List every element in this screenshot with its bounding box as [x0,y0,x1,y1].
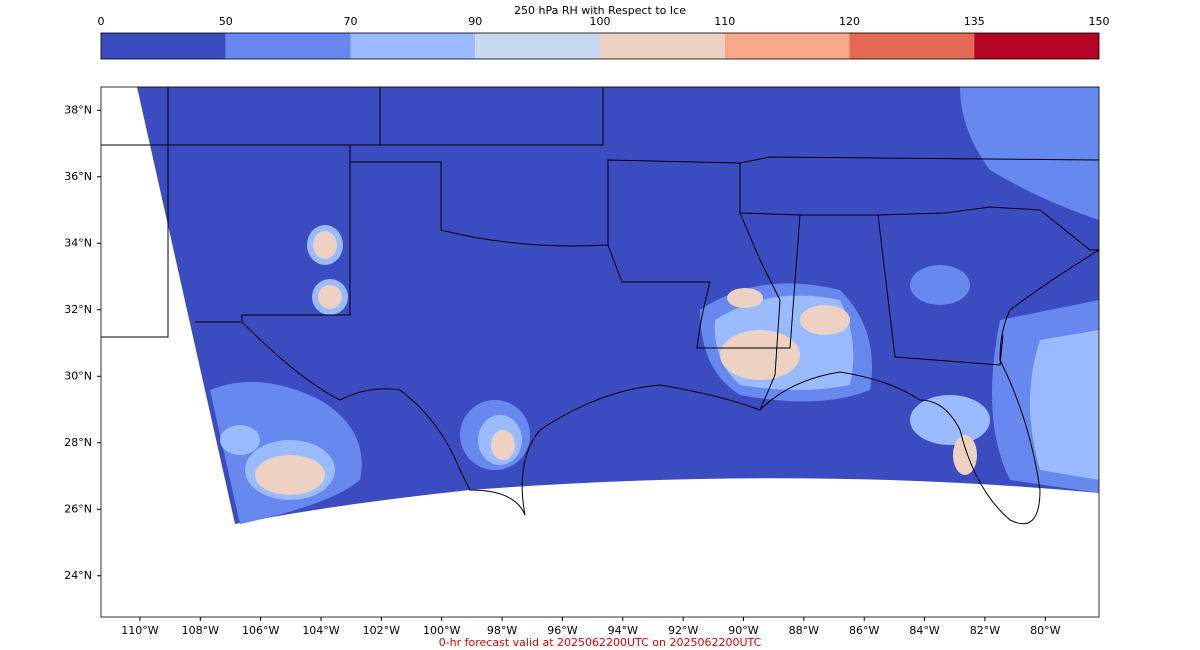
colorbar-segment [974,33,1099,59]
x-tick-label: 96°W [547,624,577,637]
colorbar-tick-label: 0 [98,15,105,28]
y-tick-label: 28°N [64,436,92,449]
colorbar-tick-label: 100 [590,15,611,28]
x-tick-label: 100°W [423,624,460,637]
boundaries [101,87,1099,525]
colorbar: 0 50 70 90 100 110 120 135 150 [98,15,1110,60]
x-tick-label: 102°W [363,624,400,637]
colorbar-segment [475,33,600,59]
y-tick-label: 38°N [64,103,92,116]
x-tick-label: 104°W [302,624,339,637]
map [101,87,1099,525]
y-tick-label: 30°N [64,369,92,382]
map-frame [100,86,1100,618]
y-tick-label: 24°N [64,569,92,582]
colorbar-segment [225,33,351,59]
x-tick-label: 106°W [242,624,279,637]
x-tick-label: 90°W [728,624,758,637]
colorbar-tick-label: 50 [219,15,233,28]
x-tick-label: 108°W [182,624,219,637]
rh-field [210,87,1099,524]
data-domain [137,87,1099,524]
colorbar-segment [849,33,975,59]
y-tick-label: 26°N [64,502,92,515]
x-tick-label: 84°W [909,624,939,637]
x-tick-label: 82°W [970,624,1000,637]
x-tick-label: 80°W [1030,624,1060,637]
colorbar-tick-label: 70 [344,15,358,28]
x-tick-label: 110°W [121,624,158,637]
colorbar-outline [100,32,1100,60]
x-tick-label: 92°W [668,624,698,637]
colorbar-tick-label: 110 [714,15,735,28]
colorbar-segment [600,33,725,59]
colorbar-segment [101,33,226,59]
x-tick-label: 86°W [849,624,879,637]
y-tick-label: 36°N [64,170,92,183]
colorbar-tick-label: 90 [468,15,482,28]
colorbar-tick-label: 150 [1089,15,1110,28]
colorbar-tick-label: 135 [964,15,985,28]
axes-labels: 38°N 36°N 34°N 32°N 30°N 28°N 26°N 24°N 110°W 108… [64,103,1060,637]
x-tick-label: 88°W [789,624,819,637]
y-tick-label: 32°N [64,303,92,316]
colorbar-title: 250 hPa RH with Respect to Ice [514,4,686,17]
colorbar-tick-label: 120 [839,15,860,28]
x-tick-label: 98°W [487,624,517,637]
colorbar-segment [724,33,850,59]
y-tick-label: 34°N [64,236,92,249]
colorbar-segment [350,33,476,59]
forecast-note: 0-hr forecast valid at 2025062200UTC on … [439,636,762,649]
x-tick-label: 94°W [608,624,638,637]
